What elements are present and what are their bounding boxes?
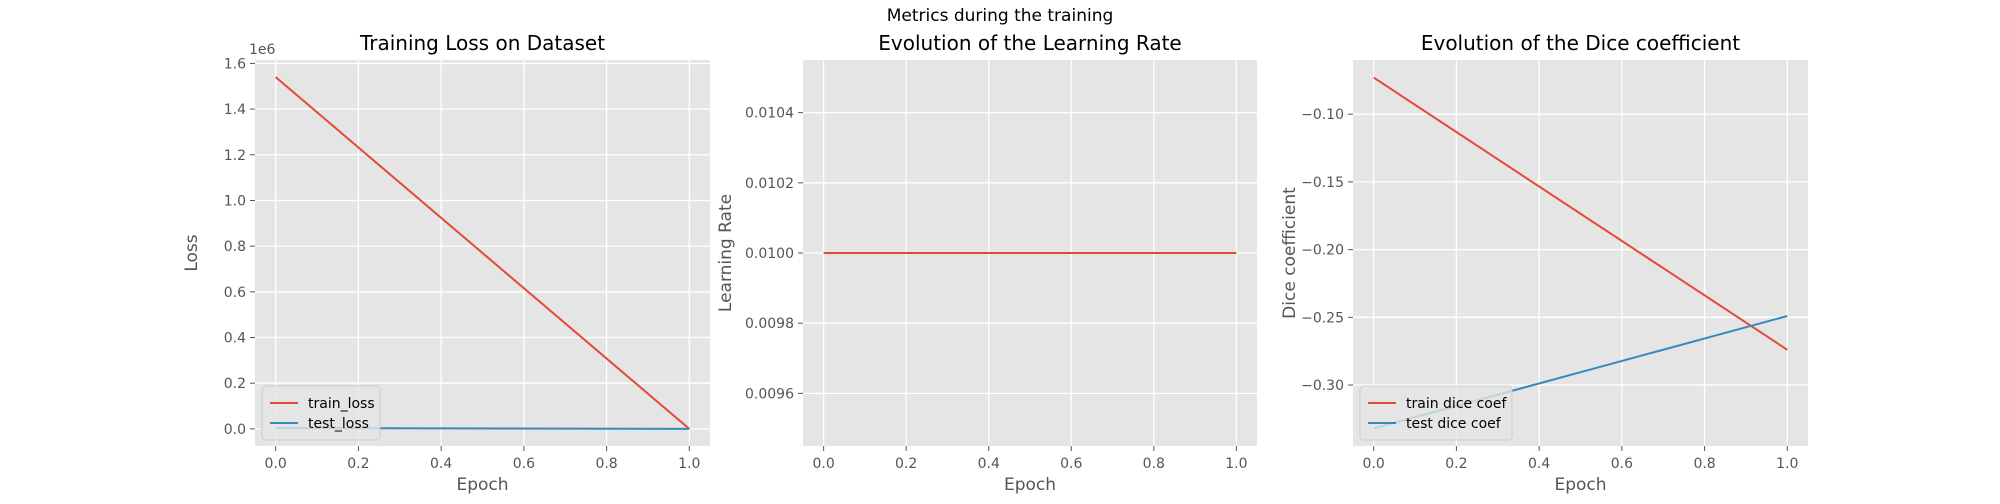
y-tick-label: 0.0100 [745,246,794,262]
chart-title: Evolution of the Learning Rate [878,31,1181,55]
y-tick-label: −0.30 [1301,378,1344,394]
x-tick-label: 0.6 [1611,456,1633,472]
y-tick-label: 0.0 [224,422,246,438]
y-axis-label: Dice coefficient [1280,187,1300,319]
x-tick-label: 1.0 [1225,456,1247,472]
y-tick-label: 1.6 [224,56,246,72]
x-tick-label: 0.0 [1363,456,1385,472]
x-tick-label: 0.0 [813,456,835,472]
y-tick-label: 0.6 [224,285,246,301]
y-tick-label: 0.0098 [745,316,794,332]
x-tick-label: 0.4 [1528,456,1550,472]
x-tick-label: 0.6 [1060,456,1082,472]
y-tick-label: 0.0102 [745,176,794,192]
y-tick-label: 0.0104 [745,106,794,122]
chart-panel-3: 0.0 0.2 0.4 0.6 0.8 1.0 −0.30 −0.25 −0.20 −0.15 −0… [1280,31,1808,495]
x-tick-label: 0.6 [513,456,535,472]
legend-label: train_loss [308,396,375,412]
y-axis-label: Loss [182,234,202,271]
legend: train_loss test_loss [261,385,381,441]
legend-box [1359,385,1513,441]
series-line-train-loss [275,76,690,430]
y-tick-label: −0.15 [1301,175,1344,191]
y-axis-label: Learning Rate [716,194,736,312]
x-tick-label: 1.0 [1776,456,1798,472]
y-tick-label: 1.4 [224,102,246,118]
y-tick-label: −0.10 [1301,107,1344,123]
y-tick-label: 0.2 [224,376,246,392]
x-axis-label: Epoch [1554,475,1606,495]
chart-panel-2: 0.0 0.2 0.4 0.6 0.8 1.0 0.0096 0.0098 0.0100 0.01… [716,31,1257,495]
y-tick-label: −0.20 [1301,243,1344,259]
x-tick-label: 0.2 [1445,456,1467,472]
x-axis-label: Epoch [456,475,508,495]
x-tick-label: 0.4 [978,456,1000,472]
plot-area [1353,60,1808,446]
chart-title: Training Loss on Dataset [359,31,605,55]
y-tick-label: 1.2 [224,148,246,164]
x-tick-label: 0.2 [347,456,369,472]
x-tick-label: 0.8 [1693,456,1715,472]
y-tick-label: 0.0096 [745,386,794,402]
x-tick-label: 0.2 [895,456,917,472]
legend: train dice coef test dice coef [1359,385,1513,441]
y-tick-label: −0.25 [1301,310,1344,326]
figure-suptitle: Metrics during the training [886,6,1114,26]
legend-label: train dice coef [1406,396,1507,412]
chart-title: Evolution of the Dice coefficient [1421,31,1740,55]
legend-label: test_loss [308,416,369,432]
chart-panel-1: 0.0 0.2 0.4 0.6 0.8 1.0 0.0 0.2 0.4 0.6 0.8 1.0 1.2 1… [182,31,710,495]
x-tick-label: 1.0 [678,456,700,472]
x-tick-label: 0.8 [1143,456,1165,472]
axis-offset-label: 1e6 [249,42,276,58]
x-axis-label: Epoch [1004,475,1056,495]
legend-label: test dice coef [1406,416,1502,432]
series-line-train-dice-coef [1373,76,1788,351]
x-tick-label: 0.0 [265,456,287,472]
y-tick-label: 0.8 [224,239,246,255]
x-tick-label: 0.8 [595,456,617,472]
x-tick-label: 0.4 [430,456,452,472]
legend-box [261,385,381,441]
y-tick-label: 1.0 [224,193,246,209]
y-tick-label: 0.4 [224,331,246,347]
